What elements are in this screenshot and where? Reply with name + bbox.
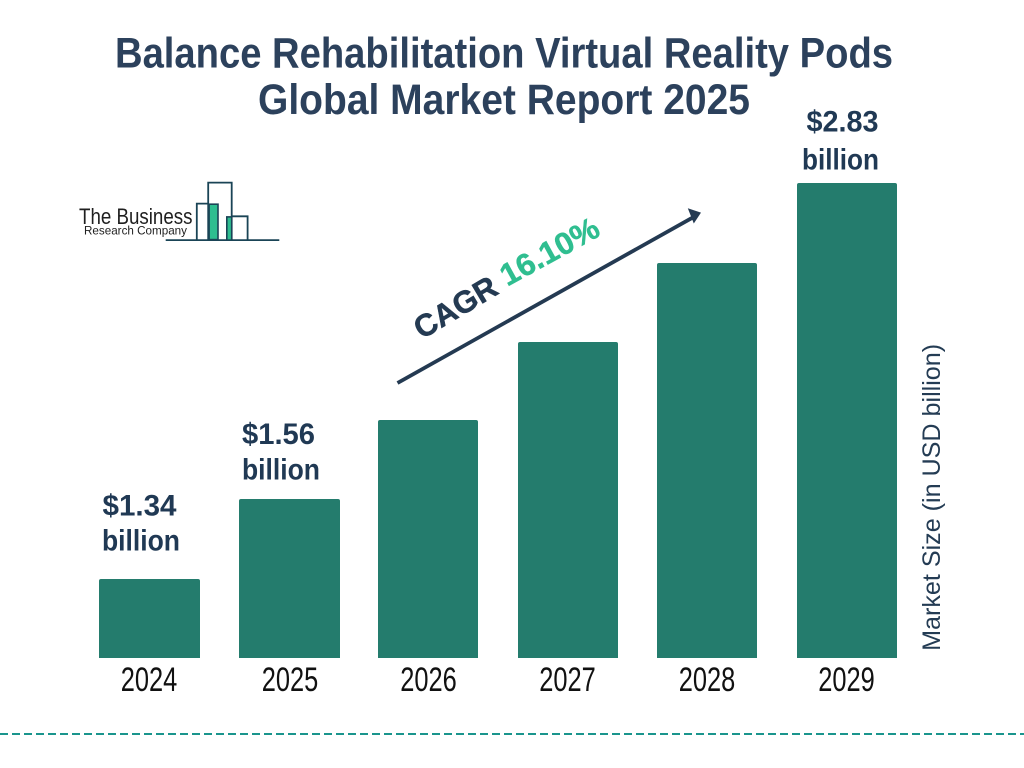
svg-text:Global Market Report 2025: Global Market Report 2025 — [258, 76, 750, 124]
svg-text:Market Size (in USD billion): Market Size (in USD billion) — [918, 344, 946, 651]
svg-text:$1.34: $1.34 — [103, 490, 177, 523]
svg-text:$2.83: $2.83 — [807, 105, 879, 138]
svg-text:billion: billion — [102, 525, 180, 558]
svg-text:2027: 2027 — [539, 661, 596, 699]
svg-text:2026: 2026 — [400, 661, 457, 699]
svg-text:$1.56: $1.56 — [242, 418, 315, 451]
svg-text:Research Company: Research Company — [84, 223, 188, 237]
svg-text:16.10%: 16.10% — [494, 210, 606, 293]
svg-text:2029: 2029 — [818, 661, 875, 699]
svg-text:The Business: The Business — [79, 204, 193, 229]
svg-text:Balance Rehabilitation Virtual: Balance Rehabilitation Virtual Reality P… — [115, 29, 893, 77]
svg-text:billion: billion — [242, 454, 320, 487]
svg-text:2025: 2025 — [262, 661, 319, 699]
svg-text:billion: billion — [802, 143, 879, 176]
svg-text:CAGR: CAGR — [407, 269, 503, 346]
svg-text:2028: 2028 — [679, 661, 736, 699]
svg-text:2024: 2024 — [121, 661, 178, 699]
